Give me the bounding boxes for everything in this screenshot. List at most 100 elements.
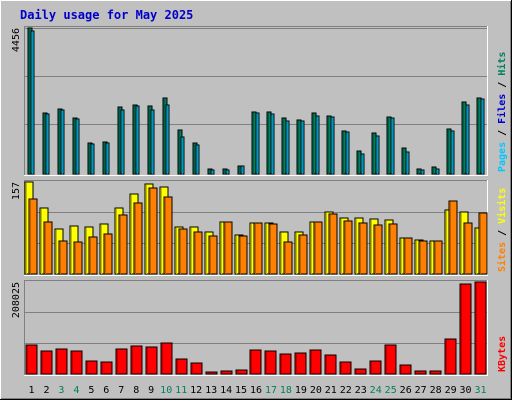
bar-sites-day-27 <box>418 240 428 275</box>
chart-panels: 4456 Pages / Files / Hits 157 Sites / Visit… <box>11 26 508 376</box>
bar-kbytes-day-20 <box>309 349 322 375</box>
bar-kbytes-day-22 <box>339 361 352 375</box>
bar-sites <box>433 240 443 275</box>
bar-sites-day-15 <box>238 235 248 275</box>
bar-sites-day-2 <box>43 221 53 275</box>
bar-kbytes <box>249 349 262 375</box>
bar-kbytes <box>55 348 68 375</box>
legend-entry-visits: Visits <box>496 188 508 224</box>
legend-entry-pages: Pages <box>497 142 508 172</box>
x-tick-label-day-4: 4 <box>73 385 79 396</box>
bar-kbytes-day-1 <box>25 344 38 375</box>
bar-sites-day-3 <box>58 240 68 275</box>
bar-sites <box>418 240 428 275</box>
bar-sites-day-18 <box>283 241 293 275</box>
bar-kbytes-day-26 <box>399 364 412 375</box>
bar-sites <box>88 236 98 275</box>
bar-sites <box>328 213 338 275</box>
bar-sites-day-17 <box>268 223 278 275</box>
x-axis-labels: 1 2 3 4 5 6 7 8 9 10 11 12 13 14 15 16 17 18 19 20 21 22 23 24 2… <box>28 385 486 396</box>
bar-sites <box>253 222 263 275</box>
x-tick-label-day-8: 8 <box>133 385 139 396</box>
bar-files-day-21 <box>330 116 335 175</box>
bar-kbytes <box>354 368 367 375</box>
bar-sites-day-30 <box>463 222 473 275</box>
bar-hits-day-29 <box>446 128 452 175</box>
bar-kbytes-day-8 <box>130 345 143 375</box>
x-tick-label-day-9: 9 <box>148 385 154 396</box>
bar-files-day-8 <box>135 105 140 175</box>
bar-hits-day-23 <box>356 150 362 175</box>
x-tick-label-day-11: 11 <box>175 385 187 396</box>
bar-kbytes <box>70 350 83 375</box>
bar-files-day-3 <box>60 109 65 175</box>
bar-sites <box>448 200 458 275</box>
legend-text: Pages / Files / Hits <box>496 52 508 172</box>
bar-sites-day-10 <box>163 196 173 275</box>
bar-sites <box>283 241 293 275</box>
legend-separator: / <box>497 124 508 142</box>
bar-kbytes-day-19 <box>294 352 307 375</box>
bar-files-day-18 <box>285 120 290 175</box>
bar-kbytes <box>294 352 307 375</box>
legend-entry-files: Files <box>496 94 508 124</box>
bar-files-day-17 <box>270 113 275 175</box>
x-tick-label-day-19: 19 <box>295 385 307 396</box>
x-tick-label-day-18: 18 <box>280 385 292 396</box>
bar-hits-day-22 <box>341 130 347 175</box>
bar-files-day-26 <box>405 151 410 175</box>
x-tick-label-day-30: 30 <box>459 385 471 396</box>
bar-files-day-11 <box>180 136 185 175</box>
x-tick-label-day-15: 15 <box>235 385 247 396</box>
bar-sites <box>463 222 473 275</box>
x-tick-label-day-24: 24 <box>370 385 382 396</box>
panel-visits_sites: 157 Sites / Visits <box>11 180 508 276</box>
bar-sites <box>118 214 128 275</box>
x-tick-label-day-17: 17 <box>265 385 277 396</box>
bar-kbytes <box>40 350 53 375</box>
bar-files-day-2 <box>45 113 50 175</box>
bar-sites-day-8 <box>133 202 143 275</box>
bar-kbytes <box>324 354 337 375</box>
bar-kbytes <box>175 358 188 375</box>
bar-kbytes-day-28 <box>429 370 442 375</box>
bar-sites <box>163 196 173 275</box>
bar-files-day-9 <box>150 109 155 175</box>
bar-files-day-16 <box>255 112 260 175</box>
legend-text: KBytes <box>497 336 508 372</box>
legend-entry-sites: Sites <box>496 242 508 272</box>
bar-hits-day-20 <box>311 112 317 175</box>
x-tick-label-day-12: 12 <box>190 385 202 396</box>
bar-kbytes-day-5 <box>85 360 98 375</box>
bar-sites-day-16 <box>253 222 263 275</box>
bar-kbytes <box>115 348 128 375</box>
bar-sites-day-19 <box>298 234 308 275</box>
x-tick-label-day-7: 7 <box>118 385 124 396</box>
bar-kbytes-day-16 <box>249 349 262 375</box>
bar-kbytes-day-2 <box>40 350 53 375</box>
legend: Pages / Files / Hits <box>496 52 508 172</box>
bar-kbytes <box>85 360 98 375</box>
x-tick-label-day-21: 21 <box>325 385 337 396</box>
y-max-label: 4456 <box>11 28 22 52</box>
bar-kbytes-day-10 <box>160 342 173 375</box>
bar-files-day-15 <box>240 165 245 175</box>
bar-files-day-12 <box>195 144 200 175</box>
legend-separator: / <box>497 224 508 242</box>
bar-sites-day-13 <box>208 235 218 275</box>
x-tick-label-day-23: 23 <box>355 385 367 396</box>
bar-sites-day-12 <box>193 231 203 275</box>
chart-title: Daily usage for May 2025 <box>20 8 193 22</box>
bar-kbytes-day-7 <box>115 348 128 375</box>
bar-files-day-31 <box>480 98 485 175</box>
x-tick-label-day-1: 1 <box>28 385 34 396</box>
bar-sites <box>313 221 323 275</box>
legend: Sites / Visits <box>496 188 508 272</box>
bar-sites-day-24 <box>373 224 383 275</box>
bar-kbytes-day-14 <box>220 370 233 375</box>
bar-kbytes <box>160 342 173 375</box>
bar-kbytes-day-6 <box>100 361 113 375</box>
x-tick-label-day-22: 22 <box>340 385 352 396</box>
bar-kbytes <box>205 371 218 375</box>
bar-files-day-20 <box>315 115 320 175</box>
